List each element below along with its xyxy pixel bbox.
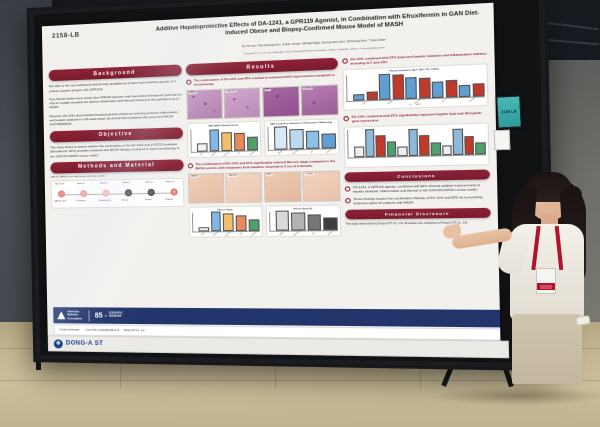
timeline-sub-4: Terminal xyxy=(144,199,153,202)
timeline-label-4: Week 8 xyxy=(145,181,153,184)
floor-shadow xyxy=(430,387,600,405)
scientific-poster[interactable]: 2158-LB Additive Hepatoprotective Effect… xyxy=(41,2,501,343)
chart-biomarkers-bars xyxy=(345,70,485,103)
conclusion-bullet-1-text: DA-1241, a GPR119 agonist, combined with… xyxy=(352,182,481,194)
histology-label-2: EFX xyxy=(264,88,271,92)
histology-row-bottom: MASH DA-1241 EFX Combo xyxy=(187,170,341,204)
conclusion-bullet-2: These findings support the combination t… xyxy=(345,195,491,206)
easel-poster-number-sign: 2158 LB xyxy=(496,95,522,129)
conclusion-bullet-1: DA-1241, a GPR119 agonist, combined with… xyxy=(344,182,490,194)
presenter-badge xyxy=(536,268,556,294)
fibrosis-panel-combo: Combo xyxy=(302,170,341,203)
background-paragraph-3: Recently, DA-1241 demonstrated hepatopro… xyxy=(49,109,178,127)
chart-nas-bars xyxy=(190,127,258,154)
scientific-sessions-logo: 85 th SCIENTIFIC SESSIONS xyxy=(95,312,123,319)
sessions-number: 85 xyxy=(94,311,103,320)
fibrosis-label-1: DA-1241 xyxy=(227,174,239,177)
chart-fibrosis-stage: Fibrosis Stage Lean MASH xyxy=(188,205,263,238)
bullet-dot-icon xyxy=(345,198,351,204)
objective-paragraph-1: This study aimed to assess whether the c… xyxy=(50,141,180,158)
results-finding-2-text: The combination of DA-1241 and EFX signi… xyxy=(195,158,336,171)
histology-panel-combo: Combo xyxy=(300,84,339,117)
chart-bio-legend-1: AST xyxy=(416,103,421,106)
timeline-sub-5: Endpoint xyxy=(165,198,174,201)
histology-row-top: MASH DA-1241 EFX Combo xyxy=(186,84,339,121)
timeline-label-5: Week 12 xyxy=(166,181,175,184)
poster-column-middle: Results The combination of DA-1241 and E… xyxy=(185,57,342,238)
histology-label-0: MASH xyxy=(188,91,197,95)
fibrosis-label-2: EFX xyxy=(265,173,273,176)
poster-column-left: Background DA-1241 is the most advanced … xyxy=(48,64,185,209)
histology-panel-efx: EFX xyxy=(261,86,300,119)
bullet-dot-icon xyxy=(344,186,351,192)
chart-biomarkers: Plasma biomarkers (ALT / AST / TG / CHOL… xyxy=(342,63,489,111)
results-right-finding-2-text: DA-1241 combined with EFX significantly … xyxy=(351,110,482,124)
fibrosis-panel-mash: MASH xyxy=(187,173,225,204)
poster-number: 2158-LB xyxy=(51,31,80,40)
timeline-sub-1: Pre-biopsy xyxy=(76,200,86,203)
ada-logo-line-3: Association xyxy=(67,316,83,320)
fibrosis-label-0: MASH xyxy=(190,175,199,178)
poster-column-right: DA-1241 combined with EFX improved hepat… xyxy=(342,51,491,230)
background-paragraph-2: Non-clinical studies have shown that GPR… xyxy=(49,92,182,110)
ada-triangle-icon xyxy=(57,311,66,320)
methods-timeline: Week -38 GAN diet start Week -4 Pre-biop… xyxy=(50,177,185,209)
contact-label: Contact Information : xyxy=(59,328,82,332)
logo-divider xyxy=(88,309,89,322)
timeline-label-2: Week 0 xyxy=(100,182,108,185)
histology-panel-mash: MASH xyxy=(186,89,223,121)
timeline-sub-0: GAN diet start xyxy=(54,200,67,203)
fibrosis-panel-da1241: DA-1241 xyxy=(225,172,263,204)
bullet-dot-icon xyxy=(186,79,192,86)
timeline-label-1: Week -4 xyxy=(76,182,85,186)
chart-gene-expression-bars xyxy=(346,125,486,159)
chart-gene-expression xyxy=(343,122,490,169)
histology-panel-da1241: DA-1241 xyxy=(223,87,261,120)
dong-a-brand-name: DONG-A ST xyxy=(65,340,104,348)
bullet-dot-icon xyxy=(342,58,349,64)
badge-color-strip xyxy=(537,283,555,290)
timeline-sub-3: Dosing xyxy=(121,199,128,202)
fibrosis-panel-efx: EFX xyxy=(263,171,302,203)
chart-nas-components: NAS Components (Steatosis / Inflammation… xyxy=(263,118,340,157)
timeline-sub-2: Randomization xyxy=(98,199,112,202)
histology-label-1: DA-1241 xyxy=(226,90,237,93)
ada-logo: American Diabetes Association xyxy=(57,311,82,320)
histology-label-3: Combo xyxy=(302,87,313,90)
chart-fibrosis-area: Fibrosis Area (%) MASH DA-1241 EFX xyxy=(265,204,342,237)
section-header-financial-disclosure: Financial Disclosure xyxy=(345,207,491,219)
background-paragraph-1: DA-1241 is the most advanced clinical dr… xyxy=(48,79,177,93)
presenter-pants xyxy=(512,314,582,384)
contact-extra: Dong-A ST Co., Ltd. xyxy=(123,329,145,332)
section-header-conclusions: Conclusions xyxy=(344,169,490,183)
dong-a-logo-icon: ⊕ xyxy=(53,338,63,349)
poster-board[interactable]: 2158-LB Additive Hepatoprotective Effect… xyxy=(26,0,556,372)
conclusion-bullet-2-text: These findings support the combination t… xyxy=(353,195,483,206)
contact-value: Yuna Chae, ychae@donga.co.kr xyxy=(85,329,120,332)
results-finding-2: The combination of DA-1241 and EFX signi… xyxy=(187,158,340,171)
section-header-methods: Methods and Material xyxy=(50,159,184,174)
bullet-dot-icon xyxy=(187,162,194,169)
chart-fibrosis-bars xyxy=(191,211,260,233)
section-header-objective: Objective xyxy=(49,127,184,143)
timeline-label-0: Week -38 xyxy=(54,183,64,186)
results-right-finding-2: DA-1241 combined with EFX significantly … xyxy=(343,110,488,123)
chart-nas: NAS (NAFLD Activity Score) Lean MASH xyxy=(186,121,261,159)
qr-code-placard xyxy=(493,129,511,151)
bullet-dot-icon xyxy=(343,115,350,122)
financial-disclosure-text: This study was funded by Dong-A ST Co., … xyxy=(345,220,468,226)
sessions-ordinal: th xyxy=(104,314,107,318)
fibrosis-label-3: Combo xyxy=(304,172,314,176)
sessions-line-2: SESSIONS xyxy=(108,314,122,318)
timeline-label-3: Week 4 xyxy=(122,182,130,185)
